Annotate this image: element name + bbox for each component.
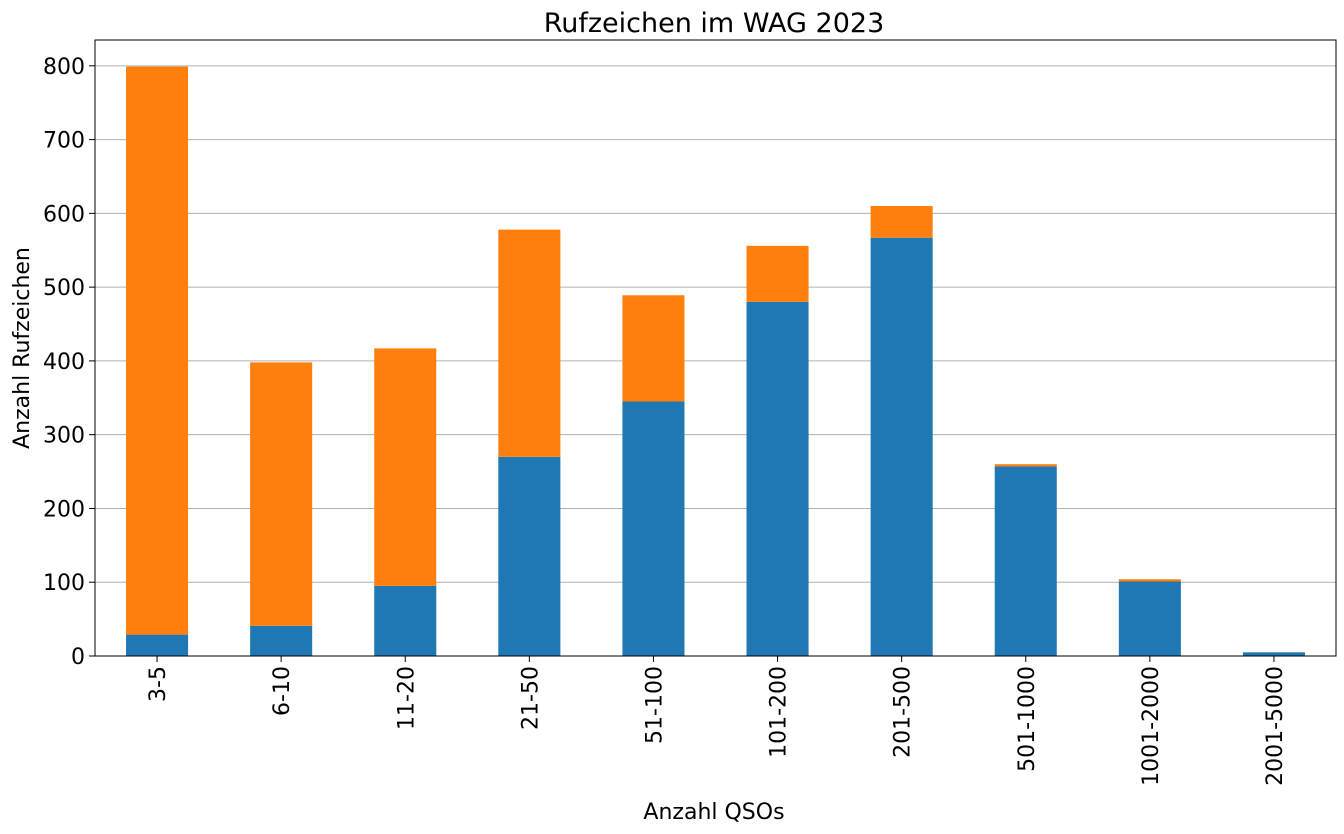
- y-axis-ticks: 0 100 200 300 400 500 600 700 800: [43, 55, 95, 670]
- bar-segment-series-2: [250, 362, 313, 626]
- x-tick-label: 3-5: [146, 666, 171, 702]
- x-tick-label: 1001-2000: [1139, 666, 1164, 786]
- bar-segment-series-1: [126, 634, 189, 656]
- bar-segment-series-2: [498, 229, 561, 457]
- y-tick-label: 700: [43, 129, 85, 154]
- y-tick-label: 300: [43, 424, 85, 449]
- x-tick-label: 201-500: [891, 666, 916, 758]
- x-axis-label: Anzahl QSOs: [643, 800, 784, 825]
- bar-segment-series-1: [498, 456, 561, 656]
- y-tick-label: 800: [43, 55, 85, 80]
- bar-segment-series-2: [622, 295, 685, 402]
- bar-segment-series-2: [994, 464, 1057, 467]
- x-tick-label: 101-200: [767, 666, 792, 758]
- bar-segment-series-1: [746, 301, 809, 656]
- bar-segment-series-2: [1118, 579, 1181, 582]
- bar-segment-series-1: [1118, 581, 1181, 656]
- bar-segment-series-1: [622, 401, 685, 656]
- x-axis-ticks: 3-5 6-10 11-20 21-50 51-100 101-200 201-500 501…: [146, 656, 1288, 786]
- y-tick-label: 400: [43, 350, 85, 375]
- chart-title: Rufzeichen im WAG 2023: [544, 8, 885, 39]
- bar-segment-series-2: [374, 348, 437, 586]
- x-tick-label: 21-50: [518, 666, 543, 730]
- y-axis-label: Anzahl Rufzeichen: [10, 247, 35, 449]
- bar-segment-series-1: [870, 237, 933, 656]
- x-tick-label: 51-100: [642, 666, 667, 744]
- bar-segment-series-1: [250, 625, 313, 656]
- x-tick-label: 6-10: [270, 666, 295, 716]
- y-tick-label: 0: [71, 645, 85, 670]
- y-tick-label: 500: [43, 276, 85, 301]
- bar-segment-series-2: [126, 66, 189, 635]
- bar-segment-series-1: [374, 585, 437, 656]
- x-tick-label: 2001-5000: [1263, 666, 1288, 786]
- bar-segment-series-1: [1242, 652, 1305, 656]
- x-tick-label: 11-20: [394, 666, 419, 730]
- y-tick-label: 100: [43, 571, 85, 596]
- bars: [126, 66, 1305, 656]
- bar-segment-series-2: [870, 205, 933, 238]
- plot-frame: [94, 39, 1337, 657]
- y-tick-label: 600: [43, 202, 85, 227]
- x-tick-label: 501-1000: [1015, 666, 1040, 772]
- y-tick-label: 200: [43, 497, 85, 522]
- bar-segment-series-2: [746, 245, 809, 302]
- bar-segment-series-1: [994, 466, 1057, 656]
